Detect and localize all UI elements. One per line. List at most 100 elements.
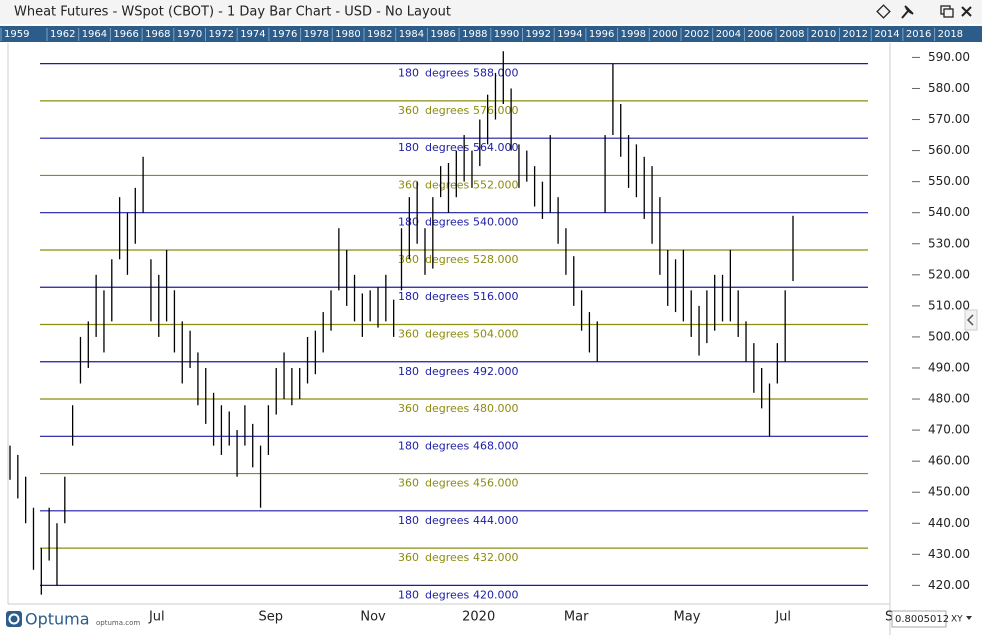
diamond-button[interactable] (876, 4, 891, 19)
timeline-year: 1966 (113, 29, 138, 40)
gann-level-word: degrees (425, 67, 470, 80)
gann-level-word: degrees (425, 588, 470, 601)
timeline-year: 1968 (145, 29, 170, 40)
x-tick-label: Sep (259, 610, 284, 625)
timeline-year: 1986 (430, 29, 455, 40)
x-tick-label: Nov (360, 610, 386, 625)
gann-level-word: degrees (425, 328, 470, 341)
timeline-year: 1972 (209, 29, 234, 40)
gann-level-label: 432.000 (473, 551, 519, 564)
y-tick-label: 540.00 (928, 205, 970, 219)
timeline-year: 1962 (50, 29, 75, 40)
timeline-year: 1978 (304, 29, 329, 40)
y-tick-label: 440.00 (928, 516, 970, 530)
timeline-year: 2006 (747, 29, 772, 40)
gann-level-angle: 180 (398, 67, 419, 80)
gann-level-angle: 180 (398, 439, 419, 452)
timeline-year: 1959 (4, 29, 29, 40)
y-tick-label: 450.00 (928, 485, 970, 499)
plot: 420.00 430.00 440.00 450.00 460.00 470.00 480.… (9, 50, 970, 625)
x-tick-label: Jul (148, 610, 165, 625)
gann-level-label: 528.000 (473, 253, 519, 266)
gann-level-label: 480.000 (473, 402, 519, 415)
gann-level-word: degrees (425, 477, 470, 490)
pin-button[interactable] (901, 5, 914, 19)
readout-box[interactable] (891, 610, 947, 628)
title-bar (0, 0, 982, 24)
x-tick-label: Jul (774, 610, 791, 625)
y-tick-label: 500.00 (928, 329, 970, 343)
gann-level-word: degrees (425, 253, 470, 266)
restore-button-back[interactable] (943, 8, 954, 18)
gann-level-angle: 360 (398, 104, 419, 117)
brand-name: Optuma (25, 610, 90, 629)
gann-level-word: degrees (425, 514, 470, 527)
mode-toggle[interactable]: XY (951, 615, 963, 625)
mode-dropdown[interactable] (966, 616, 972, 620)
y-tick-label: 550.00 (928, 174, 970, 188)
y-tick-label: 470.00 (928, 423, 970, 437)
timeline-year: 2004 (716, 29, 741, 40)
window-title: Wheat Futures - WSpot (CBOT) - 1 Day Bar… (14, 5, 451, 20)
x-tick-label: S (885, 610, 893, 625)
gann-level-label: 516.000 (473, 290, 519, 303)
gann-level-word: degrees (425, 141, 470, 154)
y-tick-label: 490.00 (928, 360, 970, 374)
gann-level-label: 504.000 (473, 328, 519, 341)
brand-logo (6, 611, 22, 627)
y-tick-label: 420.00 (928, 578, 970, 592)
gann-level-word: degrees (425, 216, 470, 229)
gann-level-label: 552.000 (473, 178, 519, 191)
gann-level-word: degrees (425, 365, 470, 378)
y-tick-label: 580.00 (928, 81, 970, 95)
toolbar-icons[interactable] (876, 4, 972, 19)
readout-value[interactable]: 0.8005012 (895, 614, 949, 625)
timeline-year: 1976 (272, 29, 297, 40)
timeline-year: 1998 (621, 29, 646, 40)
gann-level-angle: 360 (398, 402, 419, 415)
gann-level-angle: 180 (398, 588, 419, 601)
timeline-year: 1970 (177, 29, 202, 40)
x-tick-label: May (674, 610, 701, 625)
brand-logo-ring (8, 613, 20, 625)
gann-level-label: 540.000 (473, 216, 519, 229)
y-tick-label: 530.00 (928, 236, 970, 250)
gann-level-label: 492.000 (473, 365, 519, 378)
gann-level-label: 444.000 (473, 514, 519, 527)
gann-level-word: degrees (425, 402, 470, 415)
gann-level-word: degrees (425, 104, 470, 117)
gann-level-angle: 180 (398, 290, 419, 303)
timeline-year: 2012 (843, 29, 868, 40)
close-button[interactable] (961, 6, 972, 17)
gann-level-word: degrees (425, 439, 470, 452)
y-tick-label: 570.00 (928, 112, 970, 126)
side-panel-tab[interactable] (964, 309, 978, 331)
brand-site: optuma.com (96, 619, 140, 627)
gann-level-label: 468.000 (473, 439, 519, 452)
y-tick-label: 430.00 (928, 547, 970, 561)
gann-level-angle: 360 (398, 328, 419, 341)
y-tick-label: 590.00 (928, 50, 970, 64)
y-tick-label: 460.00 (928, 454, 970, 468)
timeline: 1959 1962 1964 1966 1968 1970 1972 1974 1976 1978… (0, 28, 963, 41)
side-panel-arrow[interactable] (966, 314, 974, 326)
gann-level-angle: 360 (398, 477, 419, 490)
timeline-year: 1984 (399, 29, 424, 40)
timeline-year: 1996 (589, 29, 614, 40)
x-tick-label: 2020 (462, 610, 495, 625)
y-tick-label: 510.00 (928, 298, 970, 312)
timeline-year: 1988 (462, 29, 487, 40)
timeline-year: 1990 (494, 29, 519, 40)
timeline-year: 2018 (938, 29, 963, 40)
y-tick-label: 480.00 (928, 392, 970, 406)
gann-level-word: degrees (425, 551, 470, 564)
gann-level-angle: 360 (398, 551, 419, 564)
gann-level-angle: 180 (398, 514, 419, 527)
gann-level-angle: 180 (398, 365, 419, 378)
timeline-year: 1994 (557, 29, 582, 40)
y-tick-label: 520.00 (928, 267, 970, 281)
timeline-year: 1992 (526, 29, 551, 40)
gann-level-angle: 360 (398, 253, 419, 266)
